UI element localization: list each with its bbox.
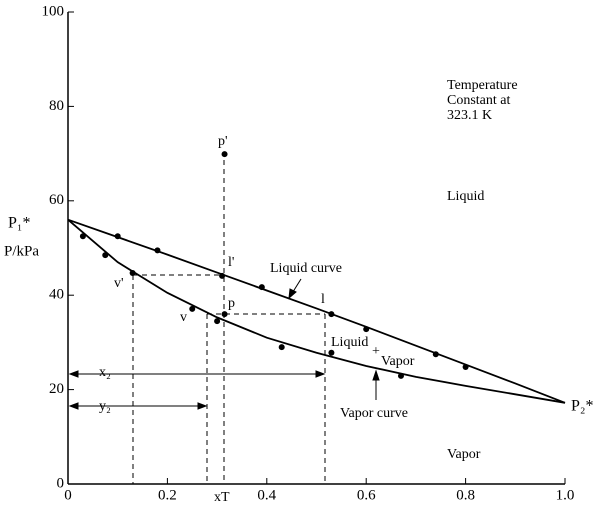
arrows xyxy=(68,278,380,410)
data-point xyxy=(129,270,136,277)
data-point xyxy=(154,247,161,254)
data-point xyxy=(221,311,228,318)
data-point xyxy=(258,284,265,291)
data-point xyxy=(328,311,335,318)
arrowhead xyxy=(315,370,326,378)
arrowhead xyxy=(197,402,208,410)
p1-label: P₁* xyxy=(8,215,30,232)
data-point xyxy=(278,344,285,351)
arrowhead xyxy=(288,288,297,300)
y-axis-label: P/kPa xyxy=(4,243,39,259)
annotation: Vapor xyxy=(447,447,481,462)
data-point xyxy=(328,349,335,356)
annotation: Temperature xyxy=(447,78,518,93)
annotation: l xyxy=(321,292,325,307)
data-point xyxy=(189,305,196,312)
annotation: xT xyxy=(214,490,230,505)
annotation: v' xyxy=(114,276,124,291)
x-tick-label: 1.0 xyxy=(556,487,575,503)
annotation: l' xyxy=(228,255,234,270)
annotation: Vapor xyxy=(381,354,415,369)
x-tick-label: 0 xyxy=(64,487,72,503)
data-point xyxy=(214,318,221,325)
annotation: v xyxy=(180,310,187,325)
data-point xyxy=(363,326,370,333)
arrowhead xyxy=(68,370,79,378)
arrowhead xyxy=(68,402,79,410)
curve xyxy=(67,218,566,404)
annotation: y₂ xyxy=(99,399,111,414)
y-tick-label: 20 xyxy=(49,381,64,397)
data-point xyxy=(219,272,226,279)
series-label: Liquid curve xyxy=(270,261,342,276)
data-point xyxy=(114,233,121,240)
annotation: Liquid xyxy=(447,189,484,204)
data-point xyxy=(432,351,439,358)
data-point xyxy=(102,252,109,259)
curve xyxy=(67,218,566,404)
y-tick-label: 0 xyxy=(57,475,65,491)
annotation: p xyxy=(228,296,235,311)
y-tick-label: 40 xyxy=(49,287,64,303)
x-tick-label: 0.6 xyxy=(357,487,376,503)
y-tick-label: 60 xyxy=(49,192,64,208)
y-tick-label: 80 xyxy=(49,98,64,114)
annotation: x₂ xyxy=(99,365,111,380)
data-point xyxy=(79,233,86,240)
x-tick-label: 0.4 xyxy=(257,487,276,503)
x-tick-label: 0.2 xyxy=(158,487,177,503)
series-label: Vapor curve xyxy=(340,406,408,421)
annotation: 323.1 K xyxy=(447,108,492,123)
data-point xyxy=(221,151,228,158)
data-point xyxy=(462,363,469,370)
data-point xyxy=(397,372,404,379)
annotation: p' xyxy=(218,134,228,149)
annotation: Liquid xyxy=(331,335,368,350)
p2-label: P₂* xyxy=(571,398,593,415)
y-tick-label: 100 xyxy=(42,3,65,19)
arrowhead xyxy=(372,369,380,381)
annotation: Constant at xyxy=(447,93,510,108)
x-tick-label: 0.8 xyxy=(456,487,475,503)
annotation: + xyxy=(372,344,380,359)
